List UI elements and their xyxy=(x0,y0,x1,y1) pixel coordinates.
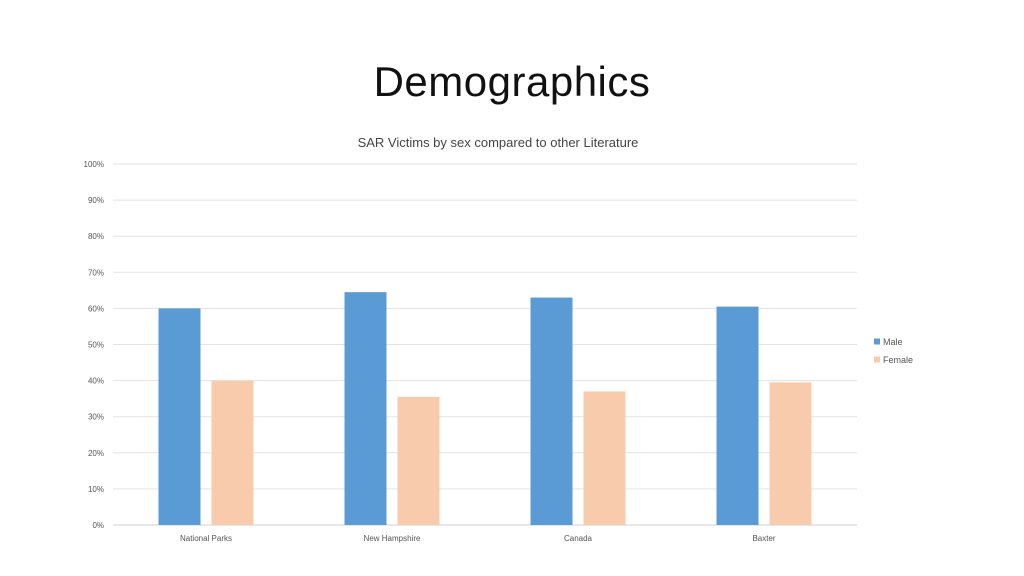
slide-title: Demographics xyxy=(373,58,651,105)
legend: Male Female xyxy=(874,337,913,365)
bar-male-0 xyxy=(158,308,201,525)
y-tick-label: 90% xyxy=(88,196,104,205)
x-tick-label: Baxter xyxy=(752,534,775,543)
chart-title: SAR Victims by sex compared to other Lit… xyxy=(358,135,639,150)
bar-male-2 xyxy=(530,297,573,525)
x-axis: National Parks New Hampshire Canada Baxter xyxy=(180,534,776,543)
legend-swatch-male xyxy=(874,338,880,345)
bars xyxy=(158,292,812,525)
bar-male-3 xyxy=(716,306,759,525)
legend-swatch-female xyxy=(874,356,880,363)
y-tick-label: 50% xyxy=(88,341,104,350)
y-tick-label: 70% xyxy=(88,268,104,277)
legend-label-female: Female xyxy=(883,355,913,365)
y-tick-label: 80% xyxy=(88,232,104,241)
x-tick-label: Canada xyxy=(564,534,593,543)
bar-female-3 xyxy=(769,382,812,525)
x-tick-label: National Parks xyxy=(180,534,232,543)
y-tick-label: 100% xyxy=(84,160,104,169)
y-tick-label: 20% xyxy=(88,449,104,458)
y-axis: 0% 10% 20% 30% 40% 50% 60% 70% 80% 90% 100% xyxy=(84,160,104,530)
bar-female-0 xyxy=(211,380,254,525)
bar-female-1 xyxy=(397,396,440,525)
y-tick-label: 30% xyxy=(88,413,104,422)
bar-female-2 xyxy=(583,391,626,525)
x-tick-label: New Hampshire xyxy=(364,534,421,543)
bar-male-1 xyxy=(344,292,387,525)
y-tick-label: 0% xyxy=(92,521,104,530)
y-tick-label: 40% xyxy=(88,377,104,386)
y-tick-label: 60% xyxy=(88,304,104,313)
y-tick-label: 10% xyxy=(88,485,104,494)
legend-label-male: Male xyxy=(883,337,903,347)
